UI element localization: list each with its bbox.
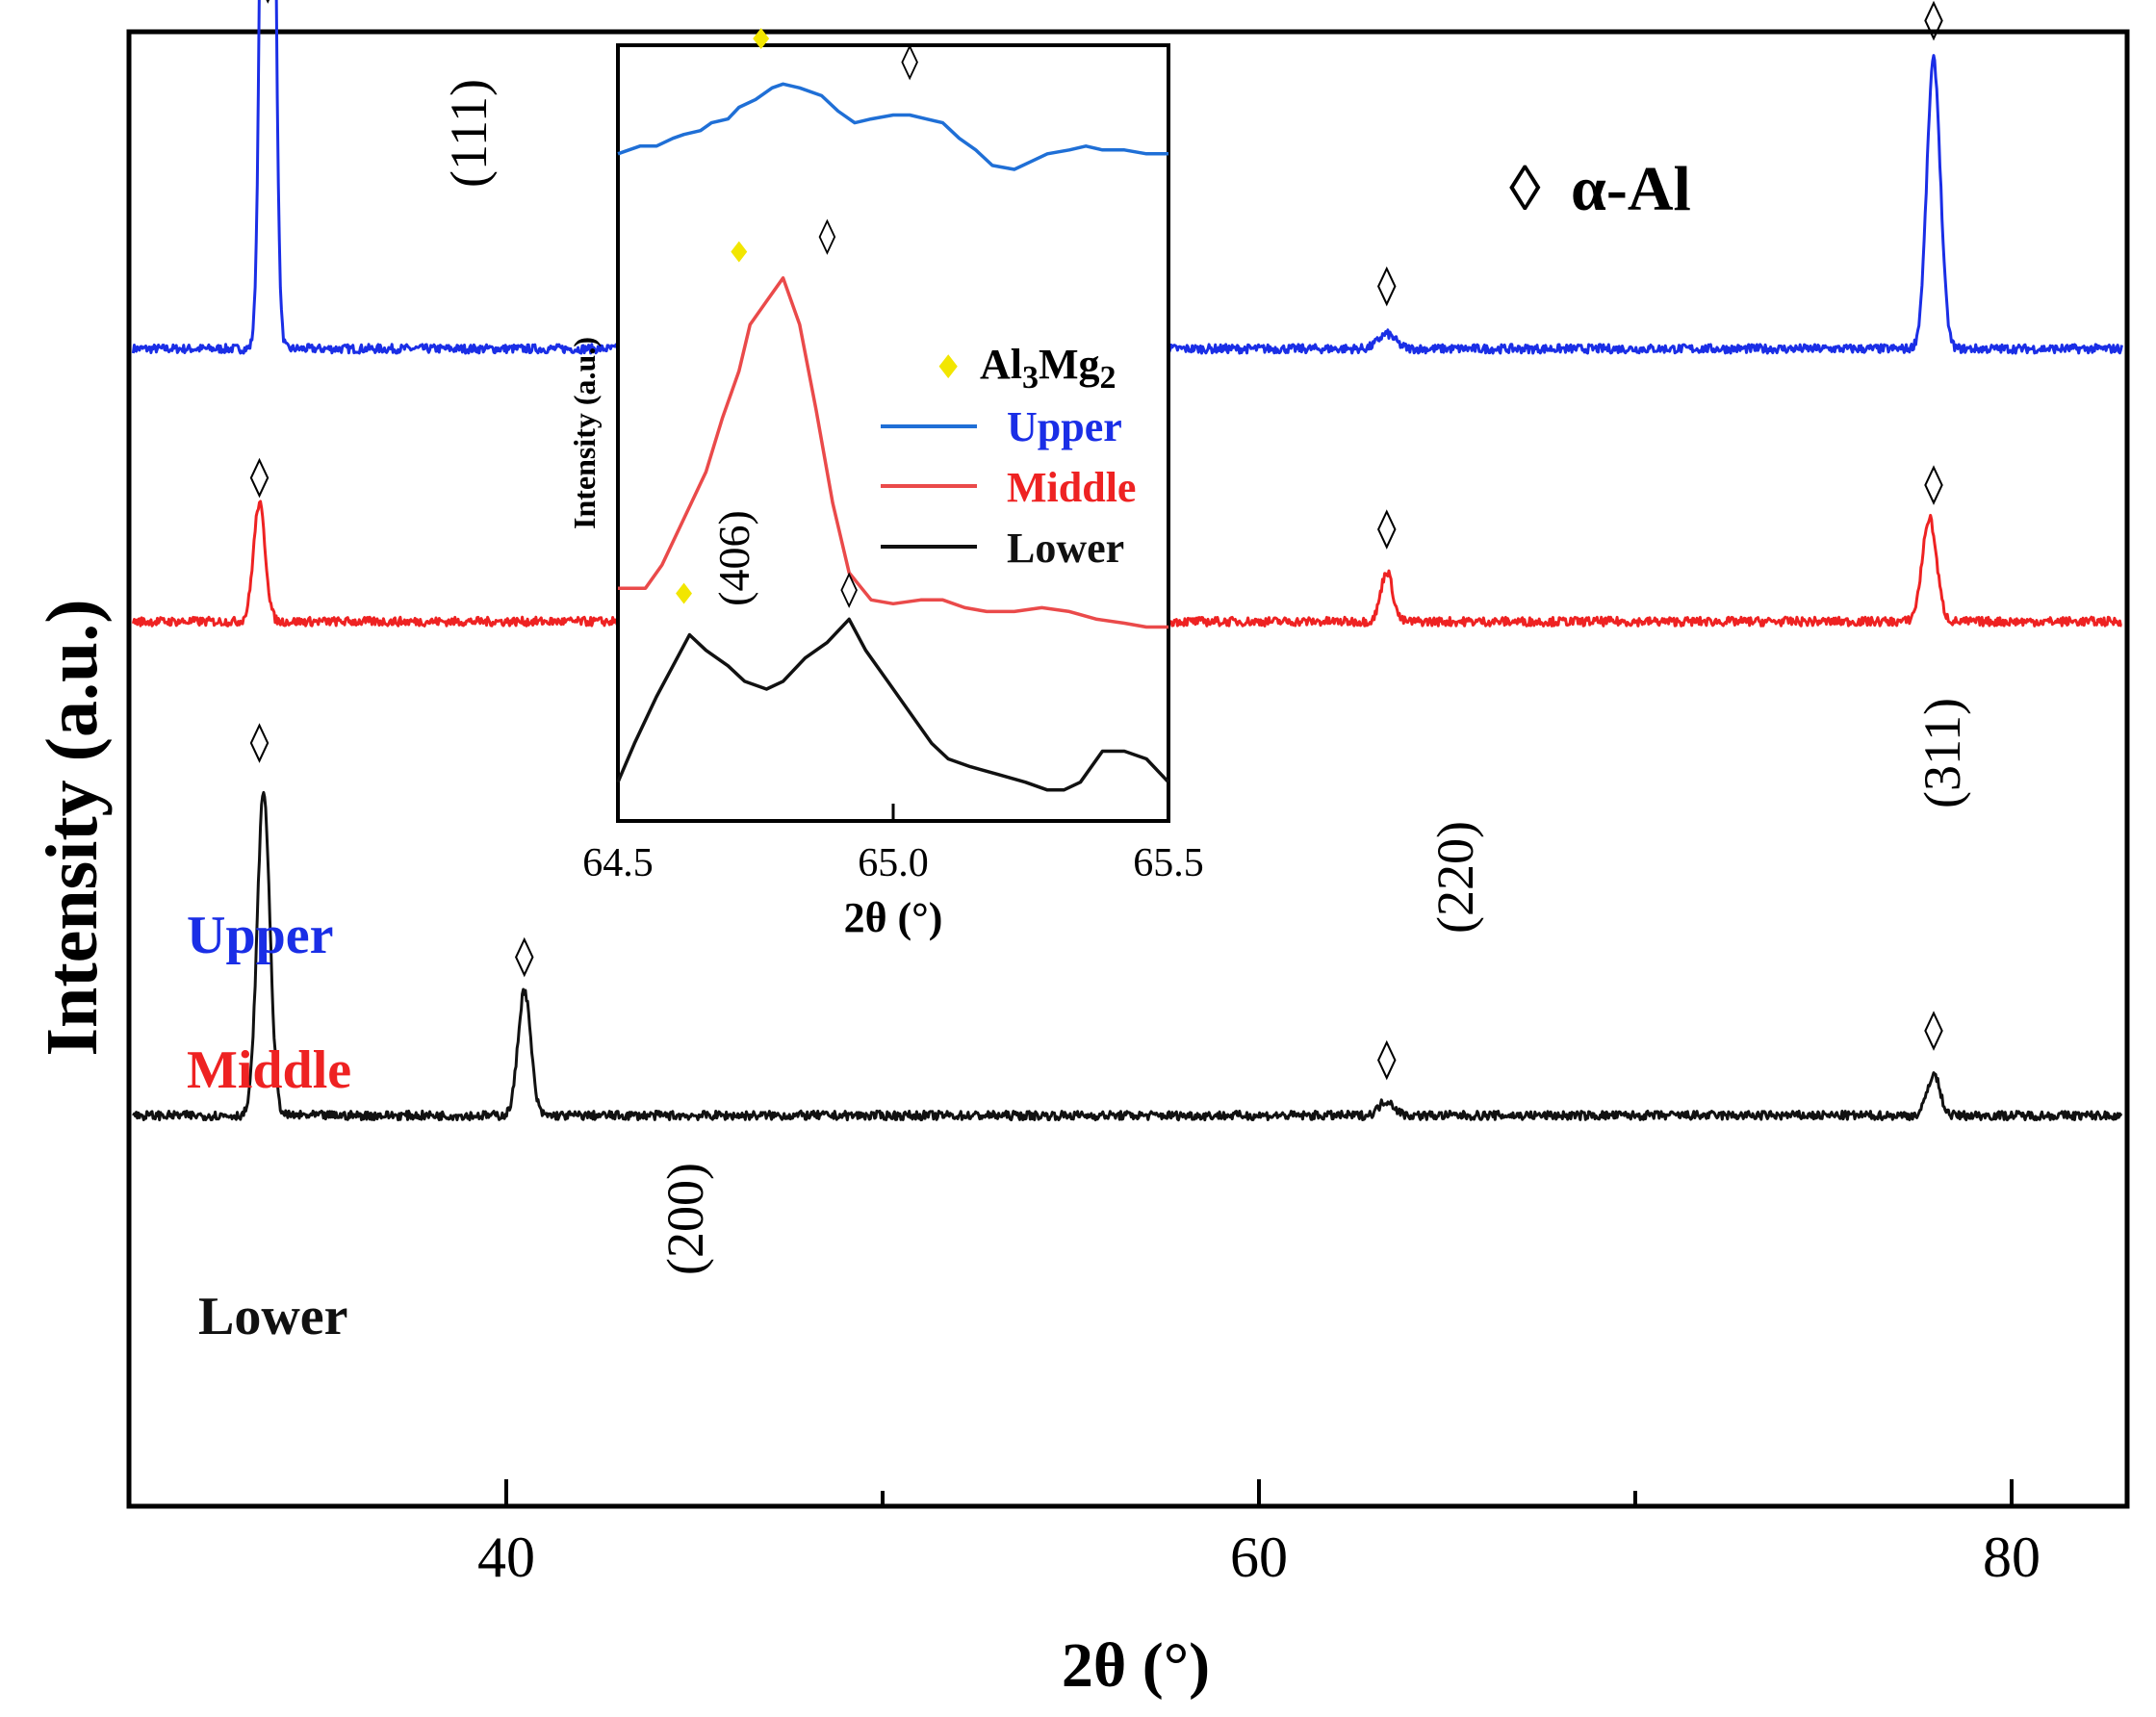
main-legend-marker-icon: ◊	[1509, 154, 1541, 224]
alpha-al-marker-icon: ◊	[1924, 0, 1943, 41]
x-tick-label-40: 40	[477, 1525, 535, 1589]
inset-series-line-upper	[617, 82, 1168, 171]
label-middle: Middle	[187, 1040, 351, 1100]
inset-y-axis-title: Intensity (a.u.)	[567, 337, 602, 529]
x-tick-label-80: 80	[1983, 1525, 2040, 1589]
main-legend-text: α-Al	[1571, 154, 1691, 224]
inset-x-axis-title: 2θ (°)	[844, 894, 943, 941]
main-markers-group: ◊ ◊ ◊ ◊ ◊ ◊ ◊ ◊ ◊ ◊	[250, 0, 1944, 1081]
al3mg2-marker-icon: ♦	[748, 23, 774, 57]
alpha-al-marker-icon: ◊	[840, 569, 858, 608]
alpha-al-marker-icon: ◊	[1924, 462, 1943, 506]
al3mg2-marker-icon: ♦	[671, 577, 697, 611]
legend-al3mg2-marker-icon: ♦	[934, 348, 962, 387]
peak-label-220: (220)	[1426, 821, 1484, 934]
label-upper: Upper	[187, 906, 333, 965]
alpha-al-marker-icon: ◊	[258, 0, 277, 5]
main-y-axis-title: Intensity (a.u.)	[32, 599, 113, 1056]
peak-label-200: (200)	[656, 1163, 714, 1275]
series-line-lower	[132, 790, 2123, 1122]
legend-middle-text: Middle	[1007, 464, 1136, 511]
inset-x-tick-label-655: 65.5	[1133, 841, 1204, 885]
inset-legend: ♦ Al3Mg2 Upper Middle Lower	[881, 341, 1136, 572]
legend-al3mg2-text: Al3Mg2	[980, 341, 1116, 396]
alpha-al-marker-icon: ◊	[515, 934, 534, 978]
inset-x-ticks	[616, 804, 1170, 821]
inset-markers-group: ◊ ◊ ◊ ♦ ♦ ♦	[671, 23, 918, 611]
alpha-al-marker-icon: ◊	[1377, 263, 1397, 307]
inset-x-tick-label-645: 64.5	[582, 841, 654, 885]
main-x-axis-title: 2θ (°)	[1062, 1630, 1210, 1701]
alpha-al-marker-icon: ◊	[1924, 1007, 1943, 1051]
alpha-al-marker-icon: ◊	[1377, 1037, 1397, 1081]
inset-series-group	[616, 82, 1170, 792]
label-lower: Lower	[198, 1287, 348, 1346]
alpha-al-marker-icon: ◊	[250, 720, 270, 764]
inset-series-line-middle	[618, 276, 1168, 629]
alpha-al-marker-icon: ◊	[819, 217, 836, 256]
inset-series-line-lower	[616, 617, 1170, 792]
x-tick-label-60: 60	[1230, 1525, 1288, 1589]
main-plot-frame	[126, 29, 2130, 1509]
inset-annotation-406: (406)	[709, 510, 758, 606]
inset-x-tick-label-650: 65.0	[858, 841, 929, 885]
main-x-ticks	[504, 1479, 2014, 1506]
peak-label-111: (111)	[440, 79, 498, 188]
alpha-al-marker-icon: ◊	[1377, 506, 1397, 551]
peak-label-311: (311)	[1913, 698, 1971, 808]
alpha-al-marker-icon: ◊	[901, 41, 918, 81]
legend-lower-text: Lower	[1007, 525, 1124, 572]
legend-upper-text: Upper	[1007, 403, 1122, 450]
al3mg2-marker-icon: ♦	[726, 237, 752, 270]
alpha-al-marker-icon: ◊	[250, 454, 270, 499]
